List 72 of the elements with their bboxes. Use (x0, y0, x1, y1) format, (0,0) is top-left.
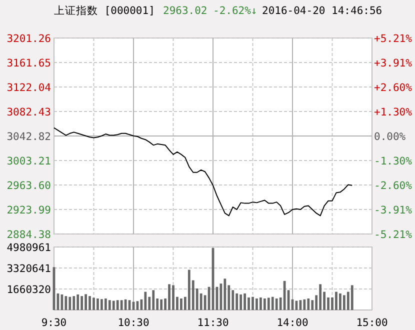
bar (104, 298, 107, 310)
bar (236, 293, 238, 310)
y2-tick-label: -3.91% (374, 204, 413, 217)
y2-tick-label: 0.00% (374, 131, 406, 143)
bar (120, 300, 123, 310)
bar (307, 298, 310, 310)
bar (240, 294, 242, 310)
bar (72, 296, 76, 310)
bar (84, 294, 87, 310)
y-tick-label: 3082.43 (6, 106, 51, 118)
bar (263, 298, 266, 310)
y-tick-label: 3042.82 (6, 131, 51, 143)
x-tick-label: 15:00 (356, 317, 388, 329)
bar (252, 296, 254, 310)
y2-tick-label: +3.91% (374, 57, 413, 70)
bar (80, 296, 84, 310)
y2-tick-label: +1.30% (374, 106, 413, 119)
y-tick-label: 3320641 (6, 263, 51, 275)
bar (339, 293, 342, 310)
y2-tick-label: -2.60% (374, 180, 413, 192)
bar (68, 296, 72, 310)
bar (342, 295, 346, 310)
y-tick-label: 3161.65 (6, 58, 51, 70)
bar (144, 292, 147, 310)
y-tick-label: 2884.38 (6, 229, 51, 241)
bar (112, 300, 115, 310)
bar (168, 284, 170, 310)
bar (244, 293, 246, 310)
bar (275, 298, 278, 310)
chart-title: 上证指数 [000001] (54, 4, 155, 17)
y-tick-label: 2923.99 (6, 204, 51, 216)
x-tick-label: 9:30 (41, 317, 67, 329)
bar (152, 290, 155, 310)
bar (180, 298, 182, 310)
bar (64, 296, 68, 310)
y2-tick-label: -1.30% (374, 155, 413, 168)
y-tick-label: 3003.21 (6, 156, 51, 168)
text: 2016-04-20 14:46:56 (262, 5, 382, 17)
y-tick-label: 4980961 (6, 242, 51, 254)
bar (76, 294, 80, 310)
bar (108, 300, 111, 310)
bar (92, 298, 95, 310)
x-tick-label: 14:00 (276, 317, 308, 329)
x-tick-label: 10:30 (118, 317, 150, 329)
y-tick-label: 2963.60 (6, 180, 51, 192)
bar (96, 298, 99, 310)
y2-tick-label: -5.21% (374, 229, 413, 241)
text: 2963.02 (163, 5, 208, 17)
y-tick-label: 1660320 (6, 284, 51, 296)
bar (260, 297, 262, 310)
bar (319, 284, 322, 310)
bar (116, 300, 119, 310)
bar (256, 298, 258, 310)
y-tick-label: 3122.04 (6, 82, 51, 94)
bar (335, 292, 338, 310)
bar (248, 297, 250, 310)
bar (224, 278, 226, 310)
bar (172, 285, 174, 310)
bar (350, 285, 354, 310)
line-series (54, 127, 353, 216)
y2-tick-label: +5.21% (374, 33, 413, 45)
bar (303, 299, 306, 310)
x-tick-label: 11:30 (197, 317, 229, 329)
bar (188, 270, 190, 310)
bar (267, 298, 270, 310)
y2-tick-label: +2.60% (374, 82, 413, 94)
bar (88, 296, 91, 310)
bar (160, 299, 163, 310)
text: -2.62%↓ (213, 5, 258, 17)
bar (271, 296, 274, 310)
bar (100, 299, 103, 310)
y-tick-label: 3201.26 (6, 33, 51, 45)
